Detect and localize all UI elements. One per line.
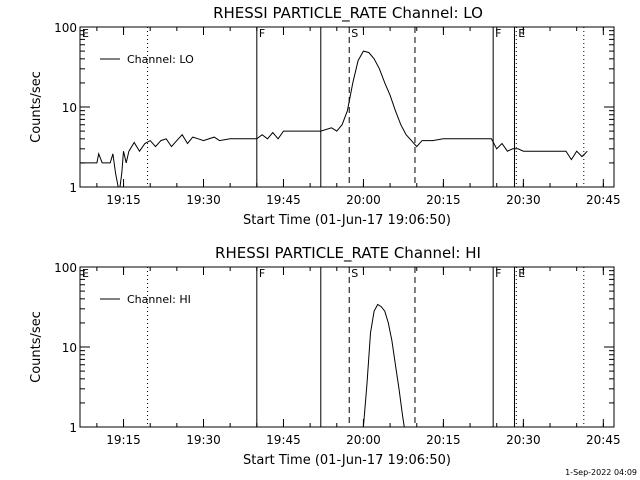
footer-date-stamp: 1-Sep-2022 04:09	[565, 468, 637, 477]
legend: Channel: LO	[100, 53, 194, 66]
x-tick-label: 19:15	[106, 433, 141, 447]
legend-label: Channel: LO	[127, 53, 194, 66]
x-tick-label: 20:15	[426, 433, 461, 447]
time-marker-label: E	[518, 267, 525, 280]
x-tick-label: 20:30	[506, 193, 541, 207]
x-tick-label: 19:15	[106, 193, 141, 207]
axis-ticks: 19:15 19:30 19:45 20:00 20:15 20:30 20:45 1 10 10…	[54, 21, 621, 207]
time-marker-label: F	[495, 267, 501, 280]
legend-label: Channel: HI	[127, 293, 191, 306]
time-marker-label: E	[82, 27, 89, 40]
x-tick-label: 19:45	[266, 433, 301, 447]
x-tick-label: 19:30	[186, 193, 221, 207]
x-tick-label: 20:30	[506, 433, 541, 447]
time-marker-label: F	[495, 27, 501, 40]
chart-title: RHESSI PARTICLE_RATE Channel: HI	[215, 244, 481, 263]
time-marker-label: E	[518, 27, 525, 40]
plot-frame	[79, 266, 615, 428]
chart-panel-hi: RHESSI PARTICLE_RATE Channel: HI E F S F E 1…	[29, 244, 621, 468]
x-tick-label: 19:30	[186, 433, 221, 447]
time-marker-label: S	[351, 27, 358, 40]
time-marker-label: E	[82, 267, 89, 280]
x-tick-label: 20:15	[426, 193, 461, 207]
time-marker-label: F	[259, 267, 265, 280]
x-tick-label: 19:45	[266, 193, 301, 207]
x-axis-label: Start Time (01-Jun-17 19:06:50)	[243, 453, 451, 468]
x-tick-label: 20:00	[346, 193, 381, 207]
y-tick-label: 10	[62, 341, 77, 355]
time-marker-label: F	[259, 27, 265, 40]
x-tick-label: 20:45	[586, 433, 621, 447]
x-tick-label: 20:00	[346, 433, 381, 447]
time-marker-label: S	[351, 267, 358, 280]
chart-title: RHESSI PARTICLE_RATE Channel: LO	[213, 4, 483, 23]
legend: Channel: HI	[100, 293, 191, 306]
y-tick-label: 100	[54, 261, 77, 275]
y-tick-label: 1	[69, 421, 77, 435]
y-axis-label: Counts/sec	[29, 311, 44, 383]
y-tick-label: 10	[62, 101, 77, 115]
plot-frame	[79, 26, 615, 188]
series-line-channel-hi	[362, 303, 405, 428]
y-tick-label: 100	[54, 21, 77, 35]
y-tick-label: 1	[69, 181, 77, 195]
chart-panel-lo: RHESSI PARTICLE_RATE Channel: LO E F S F E 1…	[29, 4, 621, 228]
x-axis-label: Start Time (01-Jun-17 19:06:50)	[243, 213, 451, 228]
y-axis-label: Counts/sec	[29, 71, 44, 143]
x-tick-label: 20:45	[586, 193, 621, 207]
axis-ticks: 19:15 19:30 19:45 20:00 20:15 20:30 20:45 1 10 10…	[54, 261, 621, 447]
series-line-channel-lo	[80, 50, 588, 188]
